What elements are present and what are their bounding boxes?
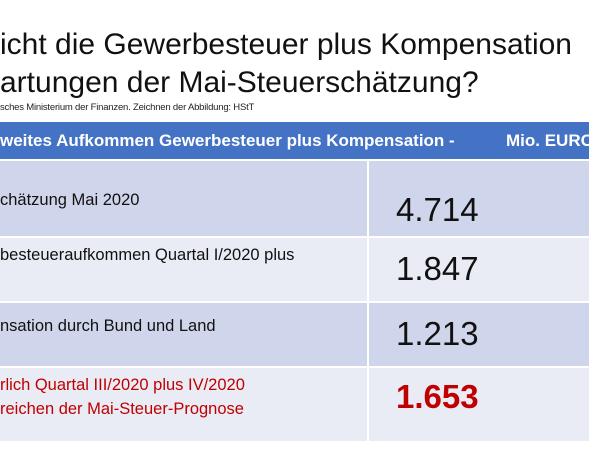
row-value: 1.213 [396, 315, 479, 352]
header-cell: weites Aufkommen Gewerbesteuer plus Komp… [0, 131, 455, 150]
column-divider [367, 161, 369, 236]
source-note: sches Ministerium der Finanzen. Zeichnen… [0, 102, 255, 113]
row-value: 1.653 [396, 378, 479, 415]
title-line: artungen der Mai-Steuerschätzung? [0, 66, 479, 99]
column-divider [367, 238, 369, 301]
table-row: chätzung Mai 2020 4.714 [0, 159, 589, 236]
column-divider [367, 368, 369, 441]
table-row: rlich Quartal III/2020 plus IV/2020 reic… [0, 366, 589, 441]
row-label: nsation durch Bund und Land [0, 317, 216, 335]
row-value: 1.847 [396, 250, 479, 287]
row-label: reichen der Mai-Steuer-Prognose [0, 400, 244, 418]
header-cell: Mio. EURO [506, 131, 589, 150]
column-divider [367, 303, 369, 366]
table-row: besteueraufkommen Quartal I/2020 plus 1.… [0, 236, 589, 301]
table-header: weites Aufkommen Gewerbesteuer plus Komp… [0, 122, 589, 159]
row-label: besteueraufkommen Quartal I/2020 plus [0, 246, 295, 264]
row-value: 4.714 [396, 191, 479, 228]
title-line: icht die Gewerbesteuer plus Kompensation [0, 28, 572, 61]
row-label: chätzung Mai 2020 [0, 191, 140, 209]
row-label: rlich Quartal III/2020 plus IV/2020 [0, 376, 245, 394]
table-row: nsation durch Bund und Land 1.213 [0, 301, 589, 366]
